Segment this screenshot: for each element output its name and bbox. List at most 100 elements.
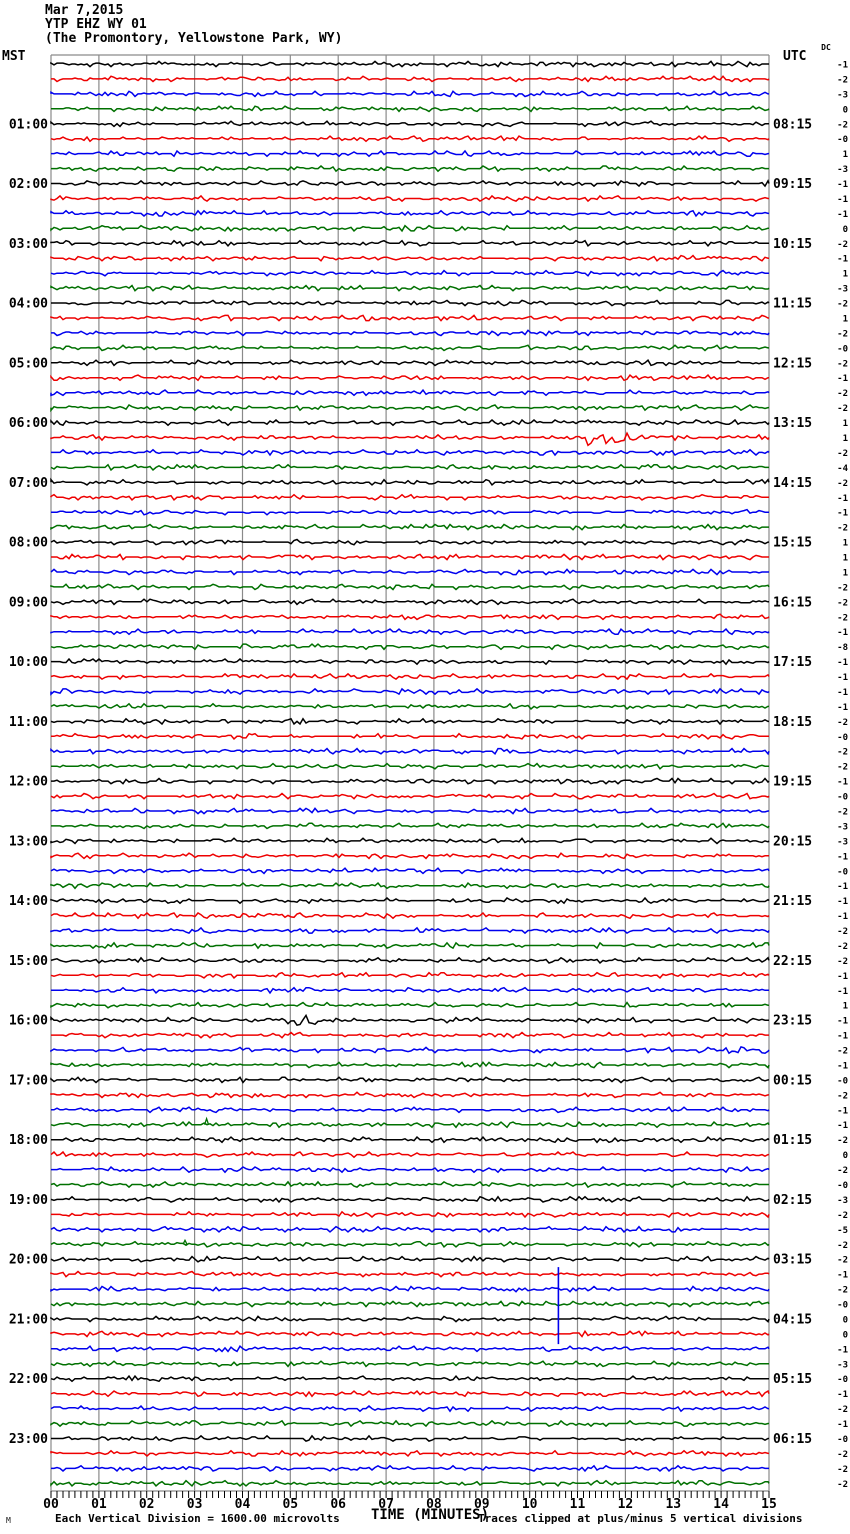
utc-hour-label: 16:15: [773, 595, 812, 610]
seismo-trace: [50, 224, 769, 233]
seismo-trace: [51, 822, 770, 830]
mst-hour-label: 11:00: [9, 715, 48, 730]
seismo-trace: [50, 598, 769, 606]
x-tick-label: 06: [330, 1497, 346, 1512]
x-tick-label: 10: [522, 1497, 538, 1512]
dc-offset-value: 1: [843, 554, 848, 564]
dc-offset-value: -3: [837, 1360, 848, 1370]
dc-offset-value: -1: [837, 882, 848, 892]
seismo-trace: [51, 777, 770, 785]
seismo-trace: [50, 568, 769, 576]
dc-offset-value: -0: [837, 793, 848, 803]
seismo-trace: [50, 1300, 770, 1308]
seismo-trace: [50, 717, 769, 726]
dc-offset-value: -0: [837, 344, 848, 354]
utc-hour-label: 01:15: [773, 1133, 812, 1148]
seismo-trace: [50, 1013, 769, 1027]
dc-offset-value: -2: [837, 927, 848, 937]
dc-offset-value: -3: [837, 837, 848, 847]
seismo-trace: [50, 284, 770, 292]
mst-hour-label: 19:00: [9, 1193, 48, 1208]
dc-offset-value: -1: [837, 195, 848, 205]
seismo-trace: [51, 299, 770, 307]
x-tick-label: 15: [761, 1497, 777, 1512]
dc-column-header: DC: [821, 43, 831, 52]
dc-offset-value: -1: [837, 673, 848, 683]
dc-offset-value: -1: [837, 255, 848, 265]
seismo-trace: [50, 1285, 770, 1293]
dc-offset-value: -2: [837, 598, 848, 608]
utc-hour-label: 02:15: [773, 1193, 812, 1208]
utc-hour-label: 00:15: [773, 1073, 812, 1088]
dc-offset-value: 0: [843, 1316, 848, 1326]
seismo-trace: [50, 1240, 770, 1249]
dc-offset-value: -2: [837, 1286, 848, 1296]
dc-offset-value: -1: [837, 852, 848, 862]
spike-event: [182, 1238, 188, 1245]
dc-offset-value: -1: [837, 494, 848, 504]
seismo-trace: [50, 404, 769, 413]
seismo-trace: [50, 1076, 769, 1084]
dc-offset-value: -2: [837, 1480, 848, 1490]
seismo-trace: [51, 1031, 769, 1039]
seismo-trace: [51, 329, 770, 337]
dc-offset-value: -0: [837, 1375, 848, 1385]
seismo-trace: [50, 807, 769, 815]
dc-offset-value: -2: [837, 748, 848, 758]
dc-offset-value: -0: [837, 135, 848, 145]
seismo-trace: [51, 105, 770, 113]
dc-offset-value: 1: [843, 315, 848, 325]
seismo-trace: [50, 1390, 770, 1398]
seismo-trace: [51, 448, 770, 457]
x-tick-label: 01: [91, 1497, 107, 1512]
left-timezone-header: MST: [2, 49, 26, 64]
dc-offset-value: -1: [837, 912, 848, 922]
dc-offset-value: -1: [837, 180, 848, 190]
seismo-trace: [50, 1061, 770, 1069]
seismo-trace: [50, 1270, 770, 1278]
utc-hour-label: 04:15: [773, 1313, 812, 1328]
utc-hour-label: 17:15: [773, 655, 812, 670]
mst-hour-label: 04:00: [9, 297, 48, 312]
x-tick-label: 05: [282, 1497, 298, 1512]
seismo-trace: [50, 1404, 769, 1413]
dc-offset-value: -1: [837, 897, 848, 907]
mst-hour-label: 18:00: [9, 1133, 48, 1148]
seismo-trace: [50, 971, 770, 979]
seismo-trace: [51, 986, 769, 995]
utc-hour-label: 23:15: [773, 1014, 812, 1029]
mst-hour-label: 20:00: [9, 1253, 48, 1268]
dc-offset-value: -2: [837, 449, 848, 459]
spike-event: [203, 1116, 210, 1125]
scale-note: Each Vertical Division = 1600.00 microvo…: [55, 1512, 340, 1525]
seismo-trace: [50, 583, 770, 591]
mst-hour-label: 14:00: [9, 894, 48, 909]
seismo-trace: [50, 431, 770, 447]
seismo-trace: [51, 1135, 770, 1144]
dc-offset-value: 0: [843, 105, 848, 115]
dc-offset-value: -2: [837, 1166, 848, 1176]
dc-offset-value: -4: [837, 464, 848, 474]
dc-offset-value: -0: [837, 867, 848, 877]
seismo-trace: [51, 1434, 769, 1442]
dc-offset-value: -3: [837, 285, 848, 295]
seismo-trace: [51, 657, 770, 666]
dc-offset-value: -2: [837, 1136, 848, 1146]
utc-hour-label: 12:15: [773, 356, 812, 371]
seismo-trace: [50, 852, 769, 860]
mst-hour-label: 07:00: [9, 476, 48, 491]
x-tick-label: 03: [187, 1497, 203, 1512]
dc-offset-value: -1: [837, 658, 848, 668]
dc-offset-value: -2: [837, 808, 848, 818]
mst-hour-label: 02:00: [9, 177, 48, 192]
seismo-trace: [50, 269, 769, 277]
mst-hour-label: 03:00: [9, 237, 48, 252]
mst-hour-label: 05:00: [9, 356, 48, 371]
dc-offset-value: -2: [837, 1465, 848, 1475]
mst-hour-label: 15:00: [9, 954, 48, 969]
dc-offset-value: -2: [837, 1241, 848, 1251]
seismo-trace: [50, 672, 770, 681]
dc-offset-value: 1: [843, 434, 848, 444]
seismo-trace: [50, 956, 770, 965]
